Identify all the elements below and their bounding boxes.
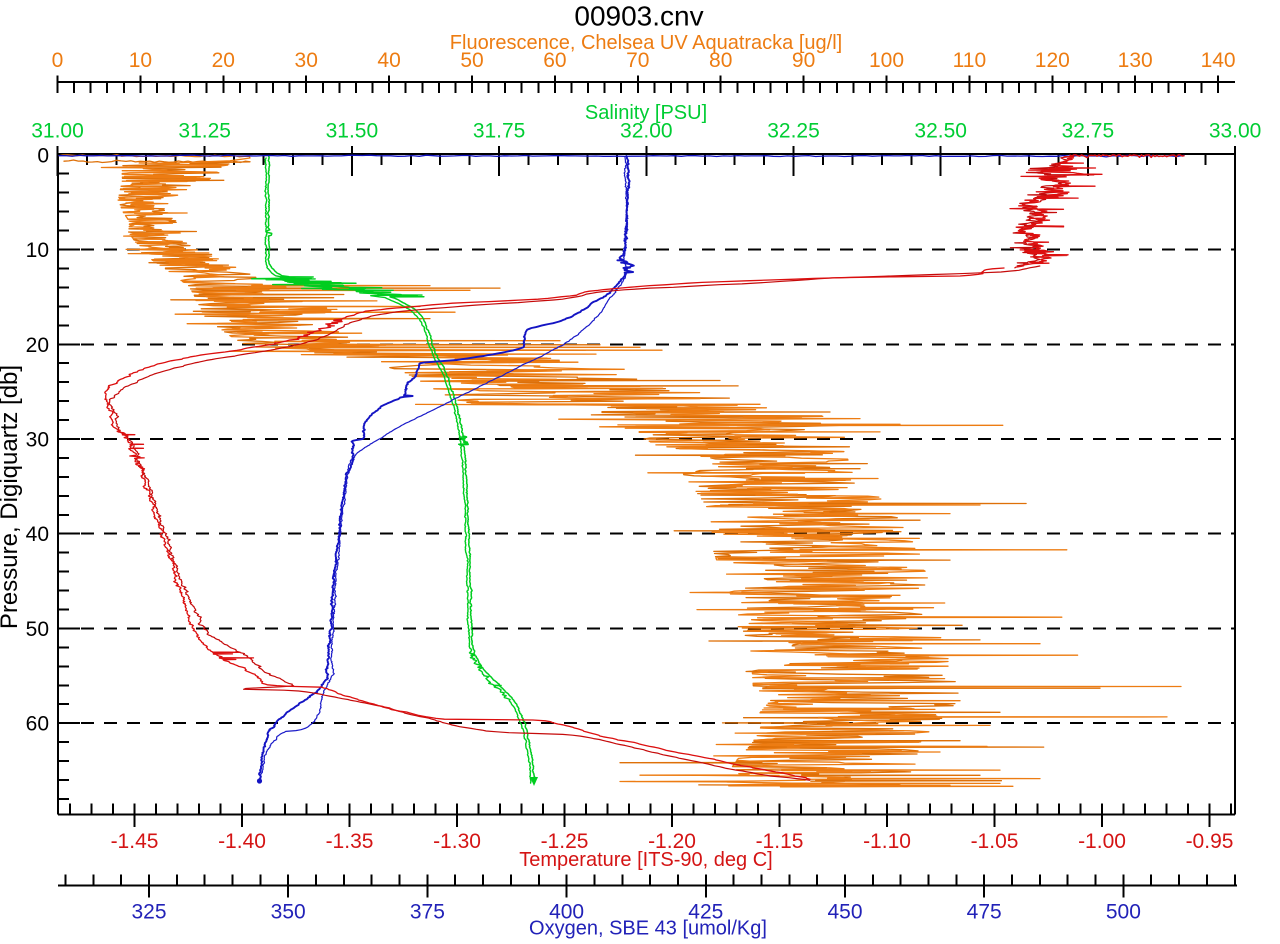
svg-text:475: 475 xyxy=(967,901,1002,924)
svg-text:32.50: 32.50 xyxy=(914,120,967,143)
svg-text:Pressure, Digiquartz [db]: Pressure, Digiquartz [db] xyxy=(0,365,23,629)
svg-text:20: 20 xyxy=(212,49,235,72)
svg-text:10: 10 xyxy=(26,239,49,262)
svg-text:-1.20: -1.20 xyxy=(648,830,696,853)
svg-text:10: 10 xyxy=(129,49,152,72)
svg-text:0: 0 xyxy=(37,144,49,167)
svg-text:Fluorescence, Chelsea UV Aquat: Fluorescence, Chelsea UV Aquatracka [ug/… xyxy=(450,32,842,54)
svg-text:20: 20 xyxy=(26,334,49,357)
svg-text:-1.00: -1.00 xyxy=(1078,830,1126,853)
svg-text:-1.30: -1.30 xyxy=(433,830,481,853)
svg-text:31.75: 31.75 xyxy=(473,120,526,143)
svg-text:400: 400 xyxy=(549,901,584,924)
svg-text:425: 425 xyxy=(688,901,723,924)
svg-text:-1.45: -1.45 xyxy=(111,830,159,853)
svg-text:-1.10: -1.10 xyxy=(863,830,911,853)
svg-text:450: 450 xyxy=(827,901,862,924)
svg-text:40: 40 xyxy=(26,523,49,546)
svg-text:-0.95: -0.95 xyxy=(1186,830,1234,853)
svg-text:32.25: 32.25 xyxy=(767,120,820,143)
svg-text:70: 70 xyxy=(626,49,649,72)
svg-text:00903.cnv: 00903.cnv xyxy=(574,1,703,32)
svg-text:500: 500 xyxy=(1106,901,1141,924)
svg-text:110: 110 xyxy=(953,49,986,72)
svg-text:40: 40 xyxy=(377,49,400,72)
svg-text:120: 120 xyxy=(1035,49,1070,72)
svg-text:Salinity [PSU]: Salinity [PSU] xyxy=(585,102,707,124)
svg-text:140: 140 xyxy=(1201,49,1236,72)
svg-text:90: 90 xyxy=(792,49,815,72)
svg-text:32.75: 32.75 xyxy=(1062,120,1115,143)
svg-text:-1.15: -1.15 xyxy=(756,830,804,853)
svg-text:50: 50 xyxy=(460,49,483,72)
svg-text:-1.35: -1.35 xyxy=(326,830,374,853)
svg-text:50: 50 xyxy=(26,618,49,641)
svg-text:-1.25: -1.25 xyxy=(541,830,589,853)
svg-text:60: 60 xyxy=(26,713,49,736)
svg-text:-1.05: -1.05 xyxy=(971,830,1019,853)
svg-text:325: 325 xyxy=(131,901,166,924)
svg-text:32.00: 32.00 xyxy=(620,120,673,143)
svg-text:-1.40: -1.40 xyxy=(218,830,266,853)
svg-text:Temperature [ITS-90, deg C]: Temperature [ITS-90, deg C] xyxy=(519,849,772,871)
svg-text:30: 30 xyxy=(26,429,49,452)
svg-text:31.00: 31.00 xyxy=(31,120,84,143)
svg-text:0: 0 xyxy=(52,49,64,72)
svg-text:350: 350 xyxy=(271,901,306,924)
svg-text:60: 60 xyxy=(543,49,566,72)
svg-text:375: 375 xyxy=(410,901,445,924)
svg-text:31.25: 31.25 xyxy=(178,120,231,143)
svg-text:100: 100 xyxy=(869,49,904,72)
svg-text:31.50: 31.50 xyxy=(326,120,379,143)
svg-text:Oxygen, SBE 43 [umol/Kg]: Oxygen, SBE 43 [umol/Kg] xyxy=(529,918,767,940)
svg-text:80: 80 xyxy=(709,49,732,72)
svg-text:33.00: 33.00 xyxy=(1209,120,1262,143)
svg-text:130: 130 xyxy=(1118,49,1153,72)
svg-text:30: 30 xyxy=(295,49,318,72)
